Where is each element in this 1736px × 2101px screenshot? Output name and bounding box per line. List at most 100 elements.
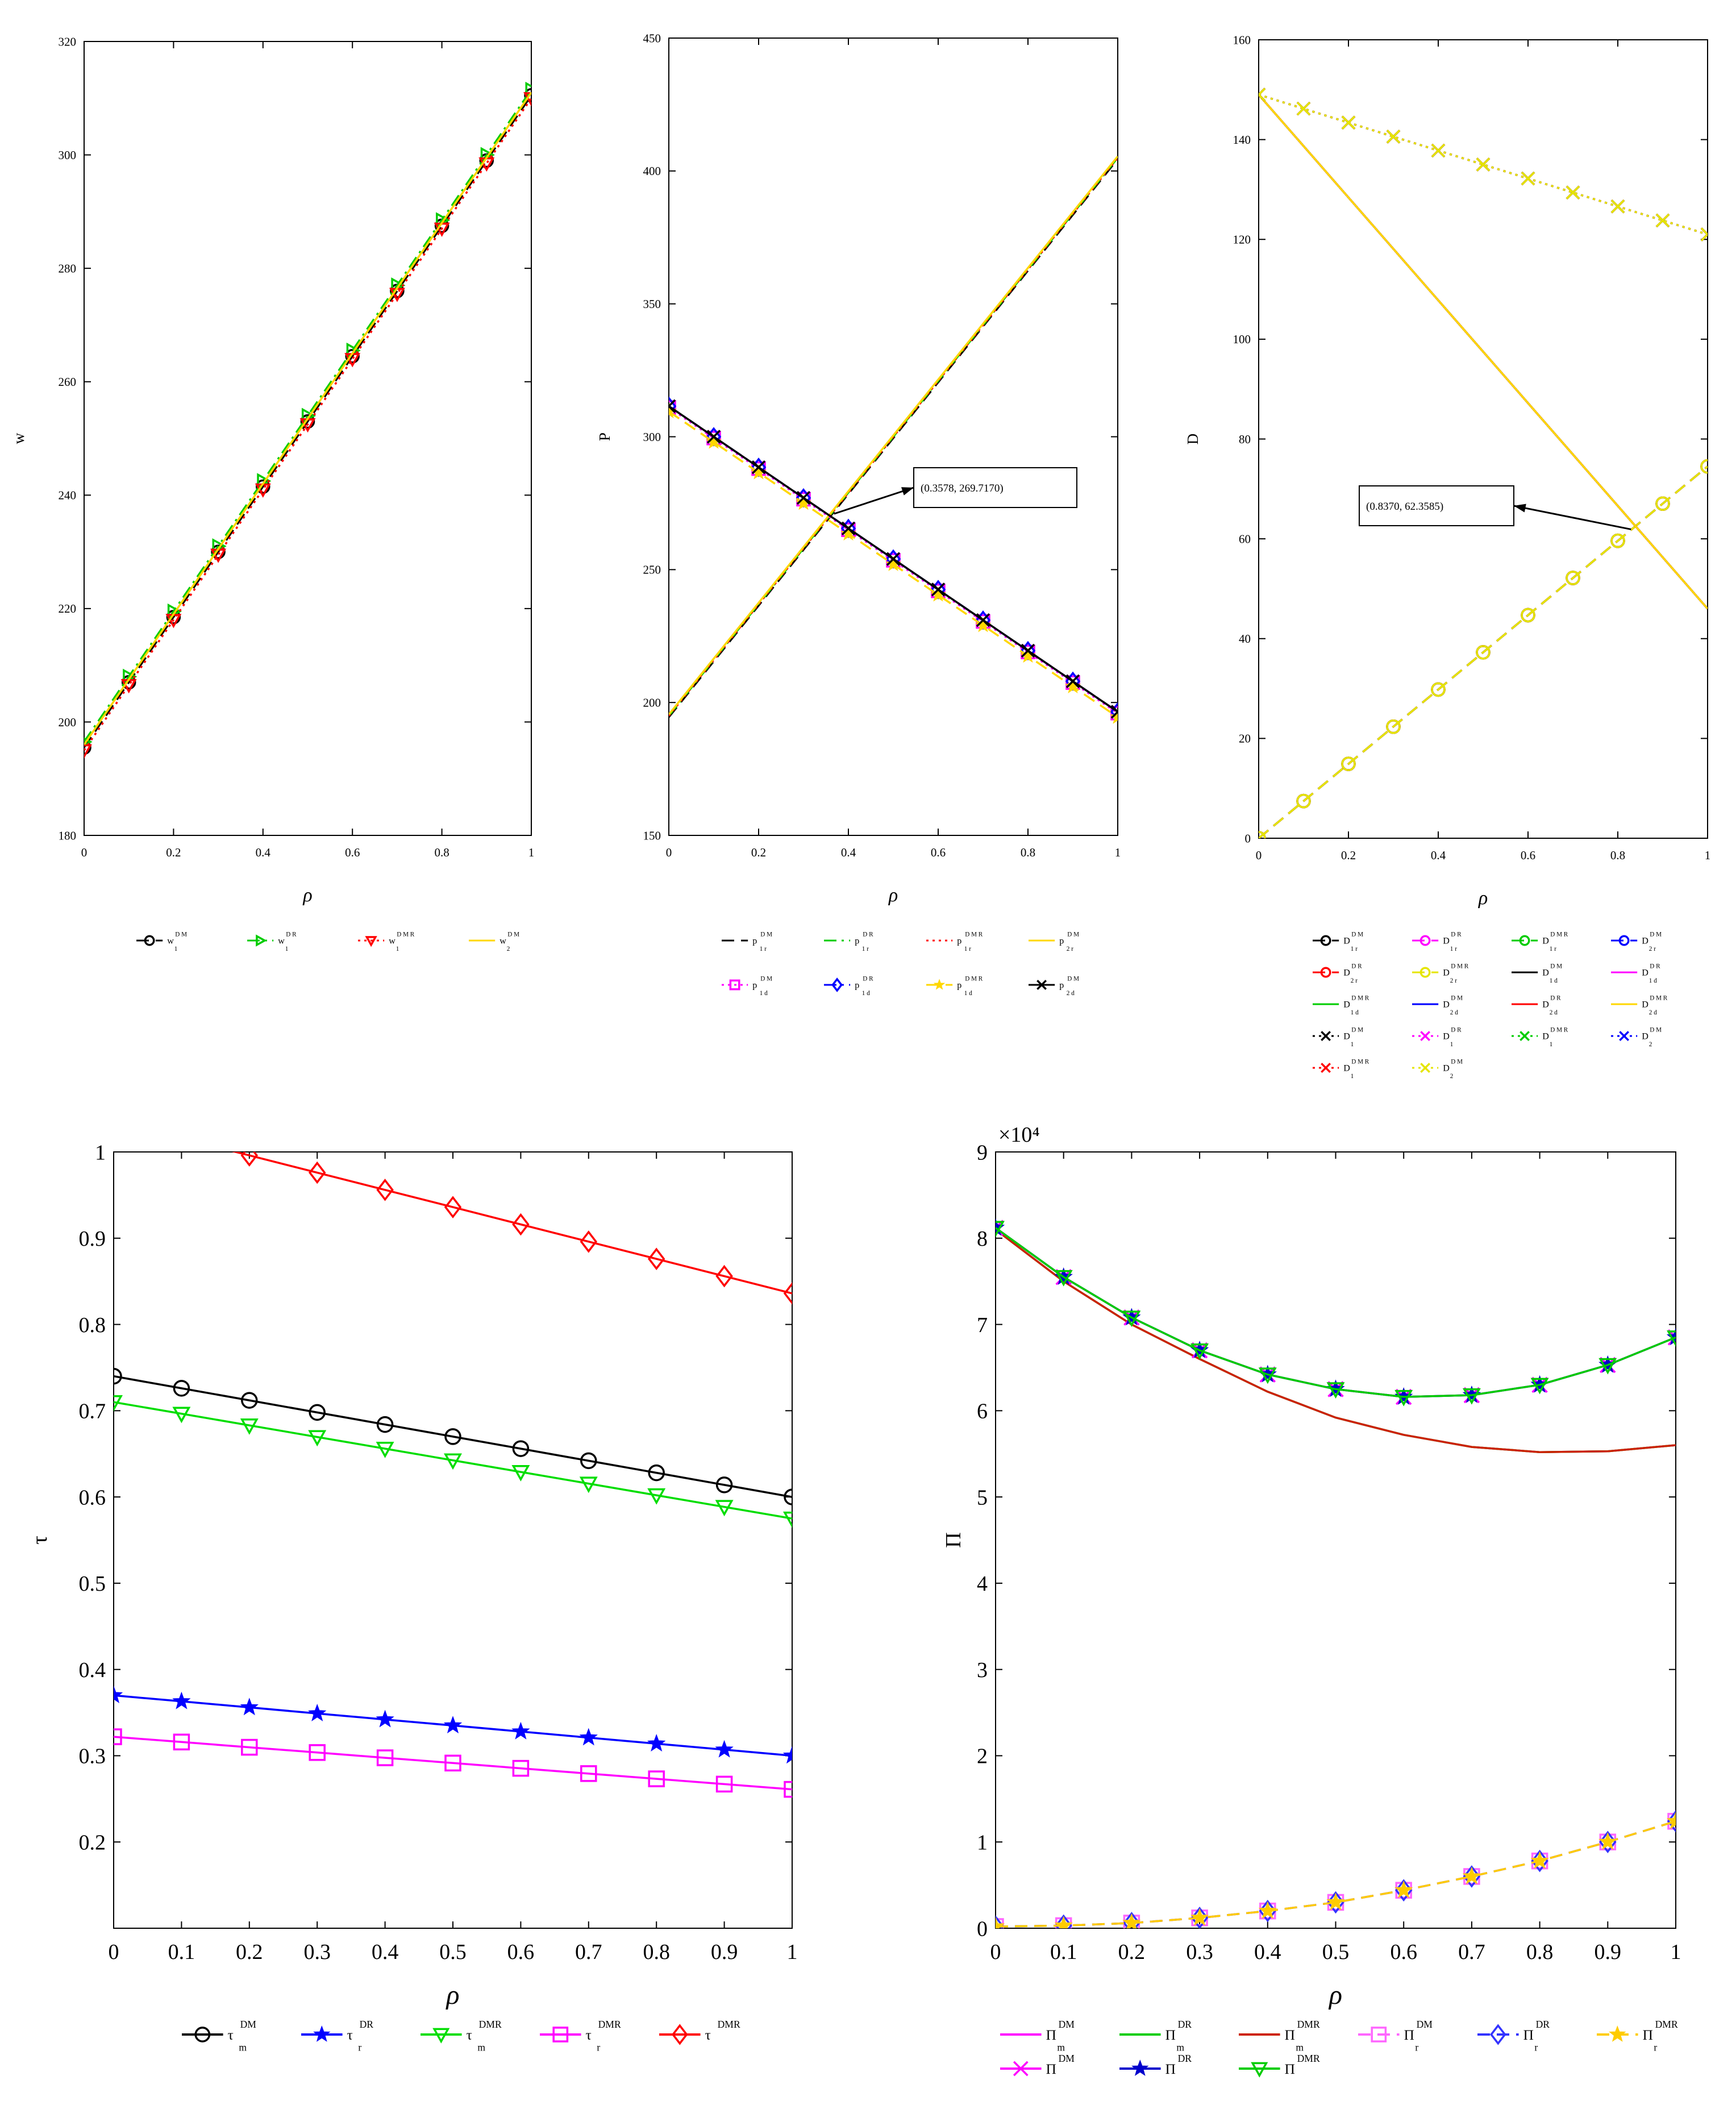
series-marker-4 xyxy=(996,1915,1005,1928)
legend-swatch-marker xyxy=(194,2027,211,2042)
y-tick-label: 4 xyxy=(977,1572,988,1596)
series-marker-4 xyxy=(580,1230,598,1253)
legend-swatch-marker xyxy=(1320,967,1331,978)
legend-label-sub: 1 r xyxy=(1450,946,1457,952)
legend-item: DD M 2 xyxy=(1412,1058,1463,1080)
series-marker-7 xyxy=(1110,705,1118,719)
y-tick-label: 0 xyxy=(977,1917,988,1941)
chart-w: 0 0.2 0.4 0.6 0.8 1 180 200 220 240 260 280 300 320 ρ w… xyxy=(10,35,534,952)
series-marker-0 xyxy=(256,479,270,494)
legend-label-sup: DM xyxy=(1059,2053,1075,2064)
series-marker-4 xyxy=(647,1247,665,1270)
legend-swatch-marker xyxy=(1321,1063,1331,1073)
y-tick-label: 0.3 xyxy=(79,1745,106,1769)
series-marker-4 xyxy=(376,1179,394,1201)
legend-swatch-marker xyxy=(256,934,267,947)
x-tick-label: 0.7 xyxy=(575,1940,602,1964)
series-marker-1 xyxy=(240,1698,259,1716)
legend-label-main: Π xyxy=(1285,2061,1295,2077)
series-marker-4 xyxy=(1394,1879,1413,1902)
series-marker-3 xyxy=(114,1728,122,1745)
legend-label-sup: D M xyxy=(760,975,772,982)
legend-label-main: D xyxy=(1343,968,1350,978)
annotation-arrowhead xyxy=(901,487,914,496)
series-marker-3 xyxy=(173,1733,190,1751)
legend-label-main: D xyxy=(1343,1032,1350,1042)
series-marker-7 xyxy=(931,583,946,597)
series-marker-5 xyxy=(1341,756,1356,771)
y-tick-label: 140 xyxy=(1233,133,1251,147)
legend-label-sup: DMR xyxy=(1297,2053,1320,2064)
annotation-box xyxy=(1359,485,1514,526)
y-tick-label: 300 xyxy=(643,430,661,444)
legend-label-sub: m xyxy=(1176,2042,1184,2053)
legend-label-sub: 1 xyxy=(1450,1041,1454,1048)
legend-label-sub: 1 xyxy=(1351,1073,1354,1080)
series-marker-17 xyxy=(1655,213,1670,228)
y-axis-label: Π xyxy=(942,1532,965,1548)
y-tick-label: 0.2 xyxy=(79,1831,106,1855)
legend-label-sub: 2 xyxy=(1450,1073,1454,1080)
legend-label-sup: D M R xyxy=(1550,931,1568,938)
legend-swatch-marker xyxy=(1321,1031,1331,1041)
legend-swatch-marker xyxy=(1619,1031,1630,1041)
y-tick-label: 7 xyxy=(977,1313,988,1337)
y-tick-label: 0.7 xyxy=(79,1400,106,1424)
legend-label-sup: D R xyxy=(1451,1026,1462,1033)
chart-pi: 0 0.1 0.2 0.3 0.4 0.5 0.6 0.7 0.8 0.9 1 0 1 2 3 4 5 6 7 8 9 ρ… xyxy=(942,1123,1681,2078)
series-marker-17 xyxy=(1566,185,1580,199)
series-marker-4 xyxy=(783,1282,792,1305)
series-marker-3 xyxy=(715,1775,733,1793)
x-axis-label: ρ xyxy=(1478,888,1488,909)
y-tick-label: 160 xyxy=(1233,33,1251,47)
annotation-arrow xyxy=(1513,505,1631,530)
legend-label-sub: 2 xyxy=(1649,1041,1652,1048)
x-tick-label: 1 xyxy=(1671,1940,1681,1964)
series-marker-4 xyxy=(174,1129,189,1148)
series-marker-17 xyxy=(1296,101,1311,116)
x-tick-label: 0.6 xyxy=(1390,1940,1417,1964)
plot-area xyxy=(106,1111,792,1798)
series-marker-7 xyxy=(751,460,766,475)
x-tick-label: 0.2 xyxy=(236,1940,263,1964)
series-marker-17 xyxy=(1431,143,1446,158)
y-tick-label: 250 xyxy=(643,563,661,577)
legend-label-main: w xyxy=(499,937,506,946)
y-tick-label: 9 xyxy=(977,1141,988,1164)
series-marker-3 xyxy=(580,1765,597,1782)
series-line-1 xyxy=(84,89,531,743)
series-line-2 xyxy=(114,1401,792,1520)
series-marker-17 xyxy=(1700,227,1708,242)
x-axis-label: ρ xyxy=(445,1980,459,2010)
series-marker-8 xyxy=(1054,1270,1073,1287)
series-marker-4 xyxy=(106,1111,121,1130)
series-marker-7 xyxy=(886,552,901,566)
legend-swatch-marker xyxy=(144,935,155,946)
legend-item: DD R 1 d xyxy=(1611,963,1660,984)
y-tick-label: 280 xyxy=(59,261,77,275)
series-marker-0 xyxy=(784,1488,792,1505)
series-marker-0 xyxy=(376,1416,394,1433)
x-axis-label: ρ xyxy=(888,885,898,906)
series-marker-7 xyxy=(1065,674,1080,688)
y-axis-label: w xyxy=(10,432,27,444)
plot-area xyxy=(1259,88,1708,838)
legend-label-sub: m xyxy=(477,2042,485,2053)
series-marker-7 xyxy=(976,613,990,627)
series-marker-4 xyxy=(444,1196,462,1218)
series-marker-4 xyxy=(1667,1810,1676,1833)
series-marker-4 xyxy=(1599,1830,1617,1853)
axes-box xyxy=(1258,39,1708,839)
legend-item: DD M R 1 r xyxy=(1512,931,1568,952)
legend: DD M1 rDD R1 rDD M R1 rDD M2 rDD R2 rDD … xyxy=(1313,931,1668,1080)
legend-label-sub: 1 xyxy=(285,946,289,952)
series-marker-3 xyxy=(648,1770,665,1787)
series-marker-5 xyxy=(1476,645,1491,660)
series-marker-1 xyxy=(782,1746,792,1764)
series-line-2 xyxy=(84,97,531,751)
legend-label-main: w xyxy=(389,937,396,946)
legend-label-main: D xyxy=(1443,1000,1450,1010)
